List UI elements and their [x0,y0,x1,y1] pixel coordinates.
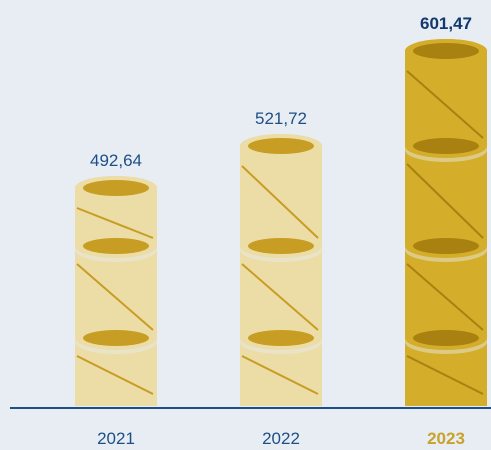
value-label-2023: 601,47 [420,14,472,33]
coin-stripe-2023-1 [406,163,484,239]
coin-stripe-2022-1 [241,263,319,331]
bar-body-2023 [405,39,487,406]
coin-ring-2023-1 [413,238,479,254]
coin-stripe-2022-2 [241,355,319,395]
coin-ring-2023-2 [413,138,479,154]
coin-stripe-2023-3 [406,355,484,395]
value-label-2022: 521,72 [255,109,307,128]
coin-gap-2021-0 [75,338,157,354]
coin-stripe-2021-2 [76,355,154,395]
bar-2021 [75,176,157,406]
coin-ring-2021-0 [83,330,149,346]
coin-stripe-2023-2 [406,263,484,331]
coin-ring-2023-0 [413,330,479,346]
coin-gap-2021-1 [75,246,157,262]
coin-gap-2022-0 [240,338,322,354]
coin-bars [75,39,487,406]
coin-stripe-2023-0 [406,70,484,139]
x-label-2021: 2021 [97,429,135,448]
coin-ring-2021-1 [83,238,149,254]
bar-body-2021 [75,176,157,406]
bar-top-face-2023 [413,43,479,59]
bar-top-face-2022 [248,138,314,154]
x-label-2022: 2022 [262,429,300,448]
coin-gap-2022-1 [240,246,322,262]
coin-gap-2023-1 [405,246,487,262]
coin-gap-2023-0 [405,338,487,354]
bar-2023 [405,39,487,406]
coin-stripe-2021-0 [76,207,154,239]
chart-labels: 492,64 2021 521,72 2022 601,47 2023 [90,14,472,448]
coin-stripe-2022-0 [241,165,319,239]
coin-ring-2022-1 [248,238,314,254]
coin-ring-2022-0 [248,330,314,346]
value-label-2021: 492,64 [90,151,142,170]
bar-top-face-2021 [83,180,149,196]
coin-stripe-2021-1 [76,263,154,331]
x-label-2023: 2023 [427,429,465,448]
bar-2022 [240,134,322,406]
coin-gap-2023-2 [405,146,487,162]
